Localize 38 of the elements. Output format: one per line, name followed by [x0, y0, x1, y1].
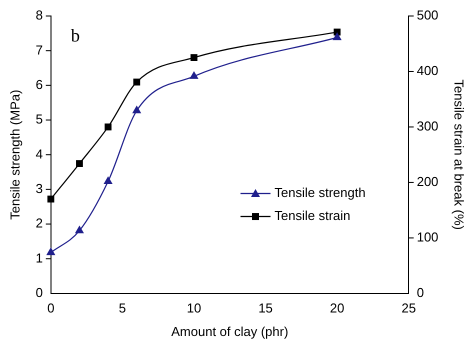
- legend-label: Tensile strength: [274, 185, 366, 200]
- annotation: b: [70, 26, 80, 46]
- y2-tick-label: 0: [416, 284, 424, 300]
- point: [46, 248, 55, 256]
- y-tick-label: 7: [36, 42, 43, 58]
- point: [76, 160, 83, 168]
- x-tick-label: 5: [118, 300, 126, 316]
- y2-tick-label: 500: [416, 8, 438, 23]
- point: [104, 176, 112, 184]
- y-tick-label: 5: [36, 112, 43, 127]
- point: [75, 226, 84, 234]
- legend-label: Tensile strain: [274, 208, 350, 224]
- point: [133, 78, 140, 86]
- point: [190, 54, 198, 62]
- y-tick-label: 4: [36, 146, 43, 162]
- point: [104, 124, 112, 130]
- x-tick-label: 25: [401, 300, 416, 316]
- y2-tick-label: 200: [416, 174, 438, 190]
- point: [132, 106, 141, 114]
- point: [190, 72, 198, 79]
- x-tick-label: 20: [330, 300, 344, 316]
- y-tick-label: 0: [36, 284, 43, 300]
- y-tick-label: 2: [36, 216, 43, 231]
- y2-tick-label: 400: [416, 63, 438, 78]
- x-tick-label: 10: [186, 300, 202, 316]
- y-tick-label: 8: [36, 8, 43, 23]
- x-tick-label: 0: [47, 300, 54, 316]
- y-axis-title: Tensile strength (MPa): [7, 90, 22, 220]
- y2-tick-label: 100: [416, 230, 438, 244]
- y-tick-label: 6: [36, 76, 43, 92]
- x-axis-title: Amount of clay (phr): [171, 324, 288, 339]
- y2-tick-label: 300: [416, 118, 438, 134]
- point: [47, 196, 54, 203]
- point: [333, 32, 342, 40]
- y-tick-label: 3: [36, 180, 43, 196]
- y-tick-label: 1: [36, 250, 43, 266]
- x-tick-label: 15: [258, 300, 273, 316]
- y2-axis-title: Tensile strain at break (%): [452, 80, 467, 230]
